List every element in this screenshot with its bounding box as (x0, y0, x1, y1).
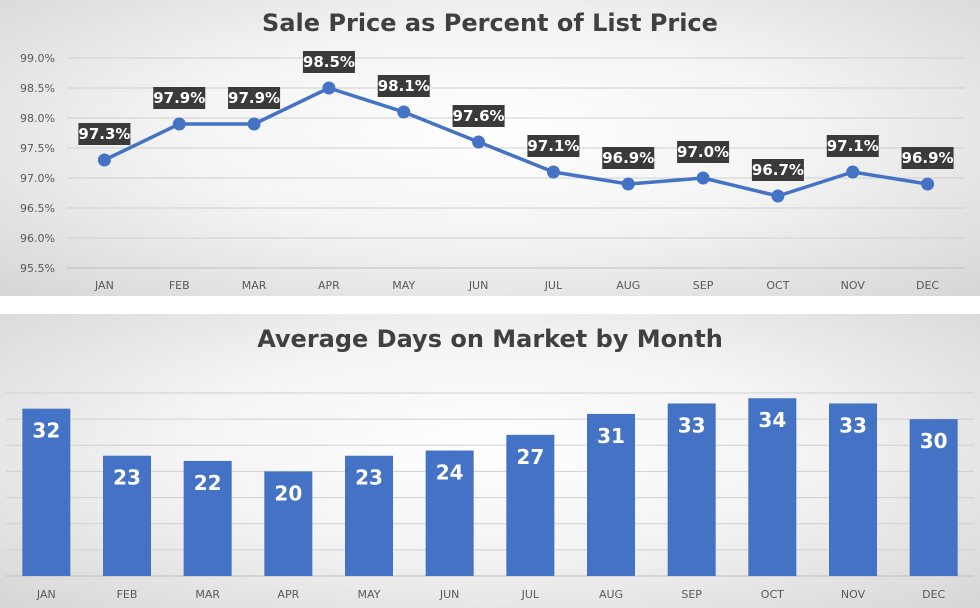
bar-value-label: 23 (113, 466, 141, 490)
data-point (696, 171, 710, 185)
bar (829, 403, 877, 576)
bar (909, 419, 958, 576)
bar-value-label: 33 (678, 413, 706, 437)
data-point (921, 177, 935, 191)
data-label-box (751, 159, 804, 181)
data-point (546, 165, 560, 179)
data-label: 97.1% (827, 137, 879, 155)
data-label: 97.1% (527, 137, 579, 155)
x-tick-label: JAN (36, 588, 56, 601)
data-label: 97.3% (78, 125, 130, 143)
x-tick-label: APR (277, 588, 299, 601)
y-tick-label: 96.0% (20, 232, 55, 245)
bar-value-label: 32 (32, 419, 60, 443)
x-tick-label: JUN (468, 279, 489, 292)
x-tick-label: JUL (521, 588, 540, 601)
sale-price-line-chart: 99.0% 98.5% 98.0% 97.5% 97.0% 96.5% 96.0% 95.5%… (20, 51, 965, 292)
series-line (103, 86, 928, 198)
data-point (472, 135, 486, 149)
data-label-box (527, 135, 580, 157)
x-tick-label: OCT (761, 588, 784, 601)
x-tick-label: JUL (544, 279, 563, 292)
data-point (97, 153, 111, 167)
days-on-market-chart-title: Average Days on Market by Month (257, 325, 723, 353)
x-tick-label: OCT (766, 279, 789, 292)
x-tick-label: MAY (392, 279, 415, 292)
bar (748, 398, 797, 576)
data-label: 96.9% (902, 149, 954, 167)
sale-price-chart-panel: Sale Price as Percent of List Price 99.0… (0, 0, 980, 296)
x-tick-label: DEC (922, 588, 945, 601)
y-tick-label: 97.0% (20, 172, 55, 185)
data-point (771, 189, 785, 203)
data-label-box (901, 147, 954, 169)
data-label: 96.7% (752, 161, 804, 179)
data-label-box (602, 147, 655, 169)
data-label-box (677, 141, 730, 163)
sale-price-chart-title: Sale Price as Percent of List Price (262, 9, 718, 37)
bar (425, 450, 474, 576)
x-tick-label: SEP (693, 279, 714, 292)
data-label-box (78, 123, 131, 145)
x-tick-label: JUN (439, 588, 460, 601)
y-tick-label: 96.5% (20, 202, 55, 215)
x-tick-label: MAR (242, 279, 267, 292)
data-point (322, 81, 336, 95)
data-point (846, 165, 860, 179)
x-tick-label: AUG (616, 279, 640, 292)
x-tick-label: MAR (195, 588, 220, 601)
x-tick-label: NOV (841, 588, 866, 601)
data-label: 97.9% (228, 89, 280, 107)
data-label-box (826, 135, 879, 157)
data-label: 96.9% (602, 149, 654, 167)
bar (183, 460, 232, 576)
bar-value-label: 20 (274, 481, 302, 505)
data-label-box (228, 87, 281, 109)
data-label-box (302, 51, 355, 73)
data-label-box (153, 87, 206, 109)
y-tick-label: 97.5% (20, 142, 55, 155)
y-tick-label: 98.0% (20, 112, 55, 125)
data-label: 98.5% (303, 53, 355, 71)
days-on-market-chart-panel: Average Days on Market by Month 32 23 22 20… (0, 314, 980, 608)
data-point (621, 177, 635, 191)
data-point (172, 117, 186, 131)
data-label: 97.9% (153, 89, 205, 107)
data-label: 98.1% (378, 77, 430, 95)
data-label: 97.6% (453, 107, 505, 125)
y-tick-label: 99.0% (20, 52, 55, 65)
x-tick-label: FEB (117, 588, 138, 601)
bar-value-label: 31 (597, 424, 625, 448)
bar (22, 408, 71, 576)
y-tick-label: 95.5% (20, 262, 55, 275)
days-on-market-bar-chart: 32 23 22 20 23 24 27 31 33 34 33 30 JAN FEB MAR APR MAY J… (6, 392, 974, 601)
bar-value-label: 30 (920, 429, 948, 453)
x-tick-label: APR (318, 279, 340, 292)
bar (587, 413, 635, 576)
bar (345, 455, 393, 576)
x-tick-label: MAY (358, 588, 381, 601)
bar-value-label: 24 (436, 461, 464, 485)
y-tick-label: 98.5% (20, 82, 55, 95)
bar-value-label: 27 (516, 445, 544, 469)
bar-value-label: 23 (355, 466, 383, 490)
data-point (247, 117, 261, 131)
data-label-box (377, 75, 430, 97)
bar-value-label: 33 (839, 413, 867, 437)
data-point (397, 105, 411, 119)
data-label: 97.0% (677, 143, 729, 161)
bar-value-label: 22 (194, 471, 222, 495)
x-tick-label: FEB (169, 279, 190, 292)
x-tick-label: SEP (681, 588, 702, 601)
bar-value-label: 34 (758, 408, 786, 432)
bar (103, 455, 151, 576)
x-tick-label: AUG (599, 588, 623, 601)
data-label-box (452, 105, 505, 127)
x-tick-label: NOV (841, 279, 866, 292)
bar (506, 434, 555, 576)
x-tick-label: DEC (916, 279, 939, 292)
bar (264, 471, 313, 576)
x-tick-label: JAN (94, 279, 114, 292)
bar (667, 403, 716, 576)
